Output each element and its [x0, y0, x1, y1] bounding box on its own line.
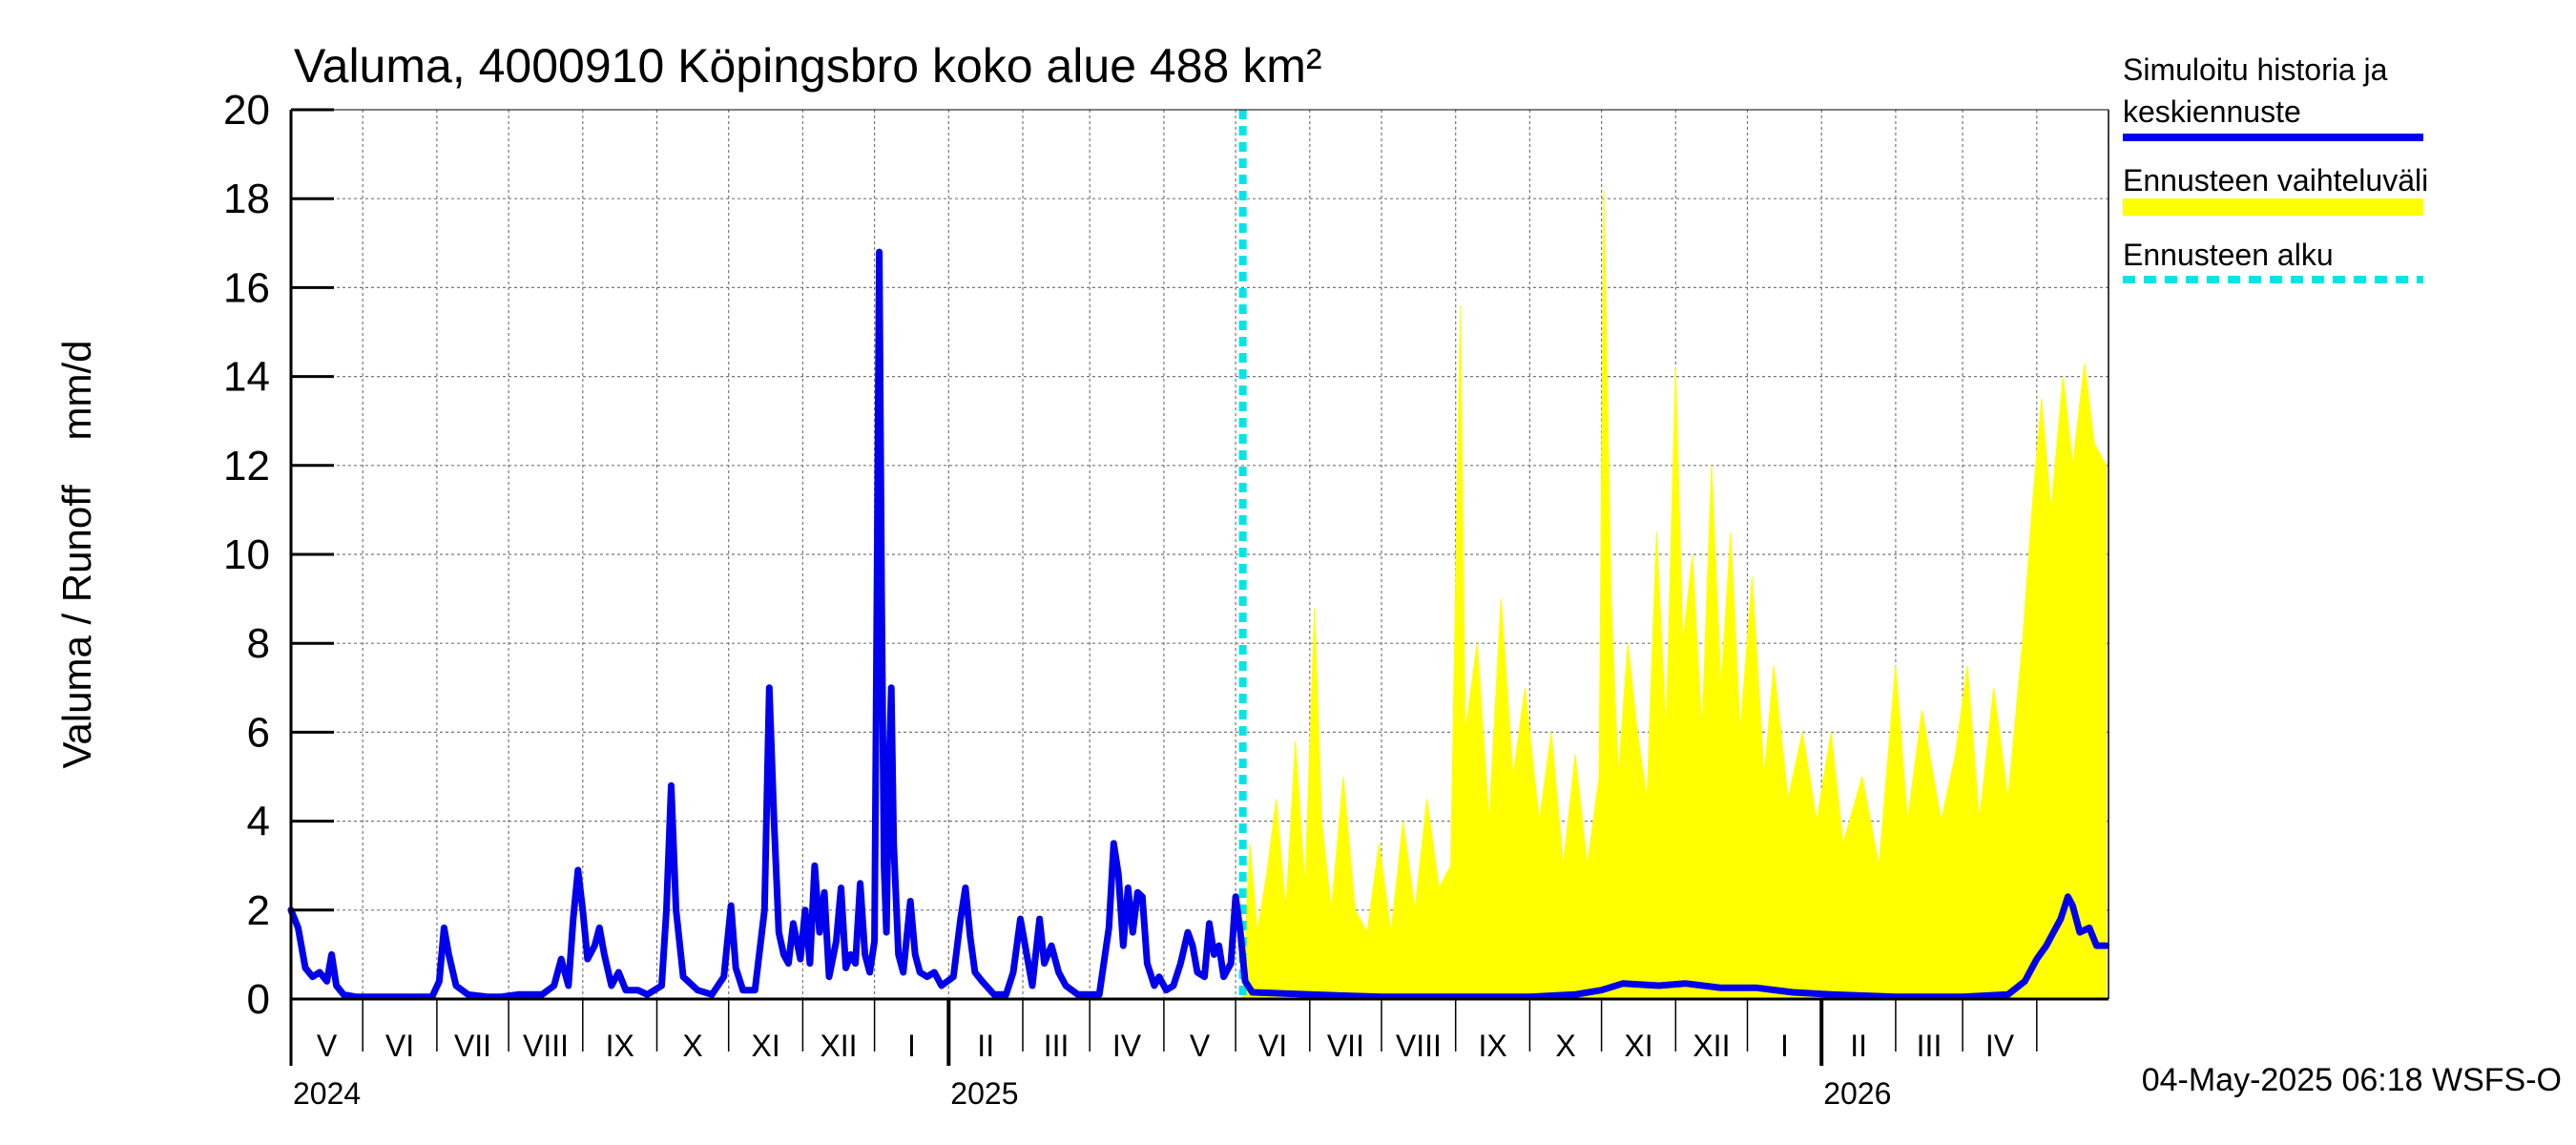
month-label: IX — [606, 1029, 634, 1063]
y-axis-label: Valuma / Runoff mm/d — [54, 341, 99, 769]
legend-swatch-range — [2123, 198, 2423, 216]
y-tick-label: 4 — [247, 799, 270, 845]
month-label: X — [682, 1029, 702, 1063]
month-label: III — [1044, 1029, 1070, 1063]
year-label: 2024 — [293, 1076, 361, 1111]
y-tick-label: 14 — [223, 354, 270, 401]
series-layer — [287, 110, 2109, 1001]
y-tick-label: 10 — [223, 531, 270, 578]
month-label: X — [1555, 1029, 1575, 1063]
legend-label: Ennusteen alku — [2123, 238, 2334, 272]
month-label: VIII — [1396, 1029, 1442, 1063]
y-tick-label: 12 — [223, 443, 270, 489]
month-label: XII — [820, 1029, 857, 1063]
month-label: XI — [1624, 1029, 1652, 1063]
month-label: V — [317, 1029, 338, 1063]
y-tick-label: 6 — [247, 709, 270, 756]
series-line-simulated — [287, 248, 2109, 1001]
month-label: VI — [385, 1029, 414, 1063]
year-label: 2025 — [950, 1076, 1018, 1111]
month-label: XI — [751, 1029, 779, 1063]
y-tick-label: 8 — [247, 620, 270, 667]
y-tick-label: 20 — [223, 87, 270, 134]
legend-label: keskiennuste — [2123, 94, 2301, 129]
legend: Simuloitu historia ja keskiennuste Ennuste… — [2123, 52, 2428, 283]
month-label: IV — [1985, 1029, 2015, 1063]
forecast-range-layer — [1242, 189, 2107, 1000]
month-label: VIII — [523, 1029, 569, 1063]
y-tick-label: 16 — [223, 264, 270, 311]
month-label: XII — [1693, 1029, 1730, 1063]
chart-title: Valuma, 4000910 Köpingsbro koko alue 488… — [294, 39, 1322, 93]
year-label: 2026 — [1823, 1076, 1891, 1111]
legend-label: Simuloitu historia ja — [2123, 52, 2388, 87]
y-tick-label: 18 — [223, 176, 270, 222]
month-label: VII — [454, 1029, 491, 1063]
month-label: I — [907, 1029, 916, 1063]
month-label: IX — [1478, 1029, 1506, 1063]
month-label: III — [1917, 1029, 1942, 1063]
footer-timestamp: 04-May-2025 06:18 WSFS-O — [2142, 1062, 2562, 1098]
month-label: IV — [1112, 1029, 1142, 1063]
month-label: V — [1190, 1029, 1211, 1063]
month-label: II — [1850, 1029, 1867, 1063]
legend-label: Ennusteen vaihteluväli — [2123, 163, 2428, 198]
month-label: II — [977, 1029, 994, 1063]
month-label: I — [1780, 1029, 1789, 1063]
y-tick-label: 2 — [247, 887, 270, 934]
y-tick-label: 0 — [247, 976, 270, 1023]
month-label: VI — [1258, 1029, 1287, 1063]
month-label: VII — [1327, 1029, 1364, 1063]
axes — [289, 108, 2109, 1066]
forecast-range-area — [1242, 189, 2107, 1000]
